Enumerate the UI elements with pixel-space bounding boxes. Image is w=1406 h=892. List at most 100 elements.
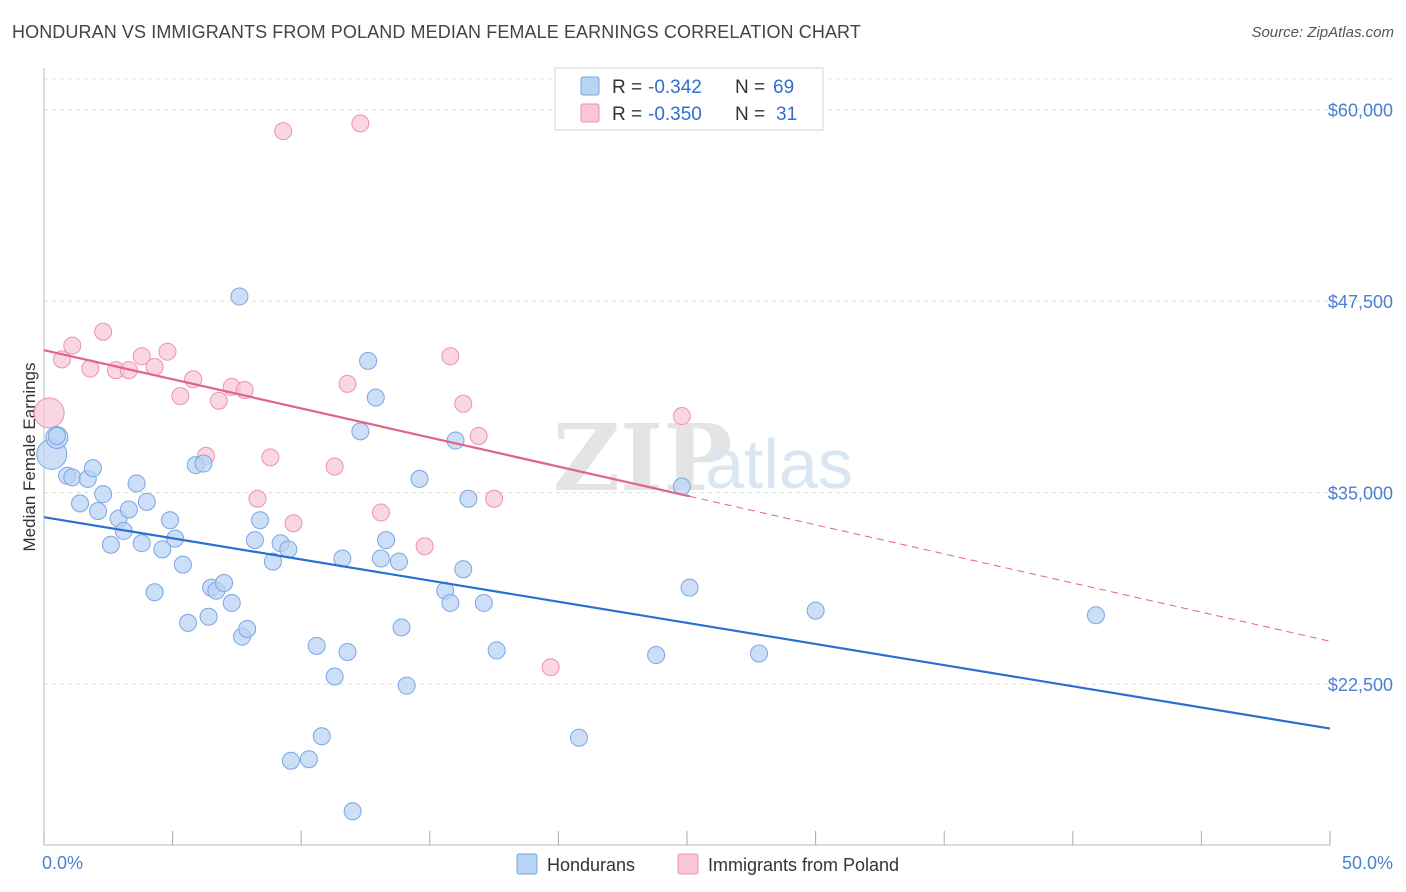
point-hondurans xyxy=(647,646,666,665)
point-hondurans xyxy=(325,667,344,686)
point-hondurans xyxy=(215,574,234,593)
point-poland xyxy=(441,347,460,366)
point-hondurans xyxy=(119,500,138,519)
point-hondurans xyxy=(47,426,66,445)
point-poland xyxy=(158,342,177,361)
y-tick-label: $47,500 xyxy=(1328,292,1393,312)
point-poland xyxy=(672,407,691,426)
point-poland xyxy=(63,336,82,355)
trend-lines xyxy=(43,349,1331,730)
point-hondurans xyxy=(263,552,282,571)
point-poland xyxy=(132,347,151,366)
point-hondurans xyxy=(392,618,411,637)
watermark: ZIP atlas xyxy=(553,404,853,512)
point-hondurans xyxy=(338,642,357,661)
legend-box xyxy=(554,67,824,131)
watermark-atlas: atlas xyxy=(705,425,853,503)
point-hondurans xyxy=(251,511,270,530)
point-hondurans xyxy=(127,474,146,493)
y-axis-title: Median Female Earnings xyxy=(20,363,39,552)
trend-line-solid xyxy=(43,516,1331,730)
series-immigrants-from-poland xyxy=(33,114,691,677)
point-hondurans xyxy=(359,351,378,370)
y-tick-label: $22,500 xyxy=(1328,675,1393,695)
bottom-legend-swatch-hondurans xyxy=(516,853,538,875)
bottom-legend-label-poland: Immigrants from Poland xyxy=(708,855,899,875)
point-hondurans xyxy=(132,534,151,553)
point-hondurans xyxy=(377,531,396,550)
point-hondurans xyxy=(281,751,300,770)
point-poland xyxy=(485,489,504,508)
point-hondurans xyxy=(194,454,213,473)
point-poland xyxy=(261,448,280,467)
point-hondurans xyxy=(145,583,164,602)
bottom-legend-swatch-poland xyxy=(677,853,699,875)
legend-r-label: R = xyxy=(612,77,642,98)
point-hondurans xyxy=(389,552,408,571)
point-hondurans xyxy=(410,469,429,488)
point-hondurans xyxy=(1086,606,1105,625)
point-hondurans xyxy=(371,549,390,568)
point-poland xyxy=(33,397,65,429)
point-hondurans xyxy=(806,601,825,620)
point-hondurans xyxy=(441,593,460,612)
point-poland xyxy=(274,122,293,141)
chart-title: HONDURAN VS IMMIGRANTS FROM POLAND MEDIA… xyxy=(12,22,861,42)
legend: R = -0.342 N = 69 R = -0.350 N = 31 xyxy=(554,67,824,131)
point-hondurans xyxy=(199,607,218,626)
x-tick-label: 50.0% xyxy=(1342,853,1393,873)
point-hondurans xyxy=(307,636,326,655)
point-hondurans xyxy=(459,489,478,508)
trend-line-solid xyxy=(43,349,690,498)
point-poland xyxy=(541,658,560,677)
point-hondurans xyxy=(83,459,102,478)
point-hondurans xyxy=(63,468,82,487)
x-tick-label: 0.0% xyxy=(42,853,83,873)
point-poland xyxy=(454,394,473,413)
legend-n-label: N = xyxy=(735,104,765,125)
point-hondurans xyxy=(230,287,249,306)
watermark-zip: ZIP xyxy=(553,404,732,512)
point-poland xyxy=(171,387,190,406)
point-poland xyxy=(469,426,488,445)
y-tick-labels: $22,500 $35,000 $47,500 $60,000 xyxy=(1328,101,1393,696)
point-poland xyxy=(338,374,357,393)
point-hondurans xyxy=(454,560,473,579)
point-hondurans xyxy=(245,531,264,550)
point-hondurans xyxy=(153,540,172,559)
series-hondurans xyxy=(36,287,1105,821)
point-hondurans xyxy=(397,676,416,695)
point-poland xyxy=(248,489,267,508)
point-hondurans xyxy=(94,485,113,504)
point-hondurans xyxy=(161,511,180,530)
point-hondurans xyxy=(137,492,156,511)
legend-r-value-hondurans: -0.342 xyxy=(648,77,702,98)
bottom-legend: Hondurans Immigrants from Poland xyxy=(516,853,899,875)
y-tick-label: $35,000 xyxy=(1328,484,1393,504)
point-hondurans xyxy=(343,802,362,821)
point-poland xyxy=(415,537,434,556)
legend-swatch-hondurans xyxy=(580,76,600,96)
x-tick-labels: 0.0% 50.0% xyxy=(42,853,1393,873)
point-hondurans xyxy=(366,388,385,407)
legend-r-value-poland: -0.350 xyxy=(648,104,702,125)
point-hondurans xyxy=(71,494,90,513)
point-hondurans xyxy=(222,593,241,612)
bottom-legend-label-hondurans: Hondurans xyxy=(547,855,635,875)
trend-line-dashed xyxy=(689,495,1331,642)
point-poland xyxy=(209,391,228,410)
legend-n-label: N = xyxy=(735,77,765,98)
point-poland xyxy=(284,514,303,533)
point-hondurans xyxy=(312,727,331,746)
point-poland xyxy=(351,114,370,133)
legend-n-value-poland: 31 xyxy=(776,104,797,125)
point-hondurans xyxy=(101,535,120,554)
legend-r-label: R = xyxy=(612,104,642,125)
point-hondurans xyxy=(299,750,318,769)
legend-swatch-poland xyxy=(580,103,600,123)
point-hondurans xyxy=(89,502,108,521)
point-hondurans xyxy=(238,619,257,638)
legend-n-value-hondurans: 69 xyxy=(773,77,794,98)
point-poland xyxy=(94,322,113,341)
